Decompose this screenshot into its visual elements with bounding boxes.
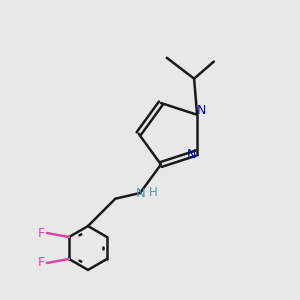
Text: F: F [38, 226, 45, 239]
Text: N: N [196, 104, 206, 117]
Text: N: N [186, 148, 196, 161]
Text: F: F [38, 256, 45, 269]
Text: H: H [149, 185, 158, 199]
Text: N: N [136, 187, 146, 200]
